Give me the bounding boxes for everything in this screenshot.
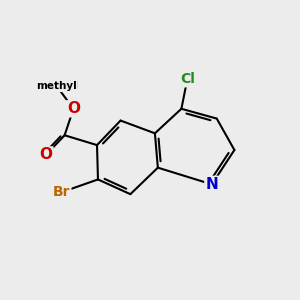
Text: Br: Br [53,185,70,199]
Text: O: O [40,147,52,162]
Text: Cl: Cl [180,72,195,86]
Text: methyl: methyl [36,81,77,91]
Text: O: O [67,101,80,116]
Text: methyl: methyl [35,81,78,91]
Text: N: N [206,177,218,192]
